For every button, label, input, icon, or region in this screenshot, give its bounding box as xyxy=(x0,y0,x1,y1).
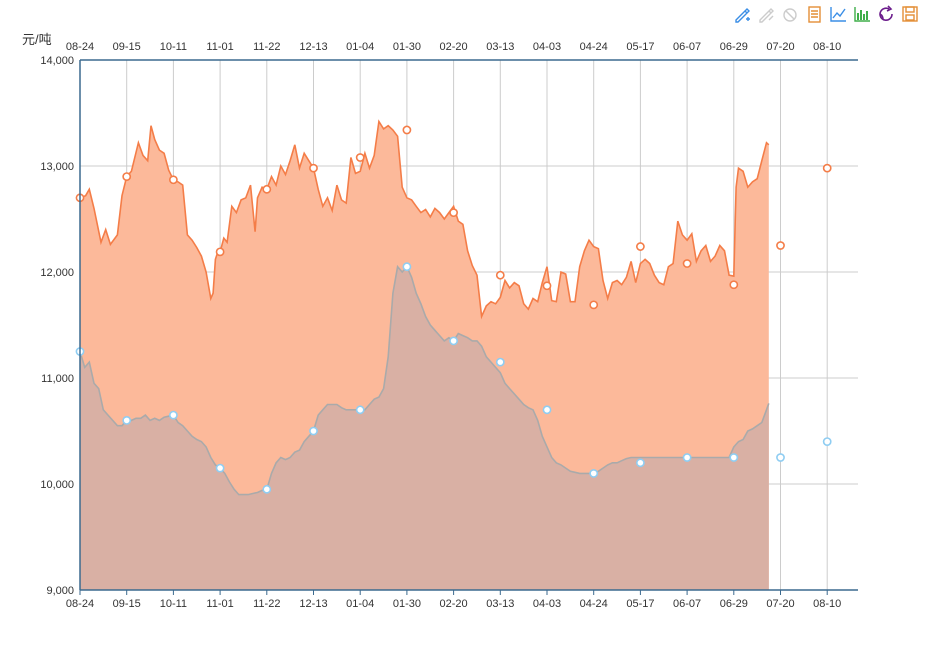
data-view-icon[interactable] xyxy=(804,4,824,24)
x-tick-label-top: 04-03 xyxy=(533,41,561,53)
series-1-point xyxy=(122,172,132,181)
x-tick-label-top: 04-24 xyxy=(580,41,608,53)
x-tick-label-top: 03-13 xyxy=(486,41,514,53)
series-2-point xyxy=(822,437,832,446)
series-2-point xyxy=(495,357,505,367)
series-1-point xyxy=(449,208,458,218)
x-tick-label-top: 11-22 xyxy=(253,41,280,53)
axes: 9,000 10,000 11,000 12,000 13,000 14,000 08-24… xyxy=(40,41,858,610)
series-2-point xyxy=(542,405,552,415)
y-tick-label: 14,000 xyxy=(40,55,74,67)
y-axis-unit-label: 元/吨 xyxy=(22,32,52,47)
x-tick-label-bottom: 11-01 xyxy=(206,598,233,610)
series-2-point xyxy=(262,484,272,494)
series-1-point xyxy=(262,184,272,194)
x-tick-label-bottom: 09-15 xyxy=(113,598,141,610)
x-tick-label-top: 08-24 xyxy=(66,41,94,53)
clear-icon[interactable] xyxy=(780,4,800,24)
x-tick-label-top: 09-15 xyxy=(113,41,141,53)
series-2-point xyxy=(682,453,692,462)
series-1-point xyxy=(682,259,692,268)
series-2-point xyxy=(636,458,645,468)
series-markers xyxy=(75,125,832,494)
x-tick-label-bottom: 03-13 xyxy=(486,598,514,610)
series-1-point xyxy=(168,175,178,185)
series-2-area xyxy=(80,266,769,590)
x-tick-label-top: 12-13 xyxy=(299,41,327,53)
series-2-point xyxy=(215,463,225,473)
mark-pen-icon[interactable] xyxy=(732,4,752,24)
series-2-point xyxy=(122,415,132,425)
y-tick-label: 11,000 xyxy=(41,373,74,385)
y-tick-label: 10,000 xyxy=(40,479,74,491)
series-1-point xyxy=(636,242,645,251)
x-tick-label-bottom: 12-13 xyxy=(299,598,327,610)
chart-toolbox xyxy=(732,4,920,26)
x-tick-label-bottom: 01-30 xyxy=(393,598,421,610)
x-tick-label-bottom: 04-03 xyxy=(533,598,561,610)
x-tick-label-top: 01-04 xyxy=(346,41,374,53)
x-tick-label-top: 01-30 xyxy=(393,41,421,53)
x-tick-label-bottom: 04-24 xyxy=(580,598,608,610)
x-tick-label-bottom: 11-22 xyxy=(253,598,280,610)
series-1-point xyxy=(729,280,739,290)
series-2-point xyxy=(589,468,599,478)
restore-icon[interactable] xyxy=(876,4,896,24)
x-tick-label-bottom: 07-20 xyxy=(766,598,794,610)
x-tick-label-bottom: 08-10 xyxy=(813,598,841,610)
x-tick-label-top: 10-11 xyxy=(160,41,187,53)
save-image-icon[interactable] xyxy=(900,4,920,24)
eraser-icon[interactable] xyxy=(756,4,776,24)
x-tick-label-top: 08-10 xyxy=(813,41,841,53)
series-1-point xyxy=(309,163,318,173)
area-series xyxy=(79,119,770,590)
series-1-point xyxy=(402,125,412,135)
x-tick-label-top: 11-01 xyxy=(206,41,233,53)
series-2-point xyxy=(309,426,318,436)
x-tick-label-top: 06-07 xyxy=(673,41,701,53)
x-tick-label-bottom: 08-24 xyxy=(66,598,94,610)
series-1-point xyxy=(822,163,832,173)
x-tick-label-bottom: 06-07 xyxy=(673,598,701,610)
y-tick-label: 13,000 xyxy=(40,161,74,173)
x-tick-label-bottom: 01-04 xyxy=(346,598,374,610)
series-1-point xyxy=(776,241,785,250)
bar-chart-icon[interactable] xyxy=(852,4,872,24)
x-tick-label-top: 06-29 xyxy=(720,41,748,53)
series-2-point xyxy=(776,453,785,462)
line-chart-icon[interactable] xyxy=(828,4,848,24)
series-2-point xyxy=(168,410,178,420)
x-tick-label-top: 02-20 xyxy=(440,41,468,53)
series-2-point xyxy=(449,336,458,346)
series-1-point xyxy=(542,281,552,291)
y-tick-label: 12,000 xyxy=(40,267,74,279)
x-tick-label-top: 05-17 xyxy=(626,41,654,53)
series-1-point xyxy=(355,153,365,162)
x-tick-label-top: 07-20 xyxy=(766,41,794,53)
x-tick-label-bottom: 10-11 xyxy=(160,598,187,610)
series-1-point xyxy=(495,270,505,280)
x-tick-label-bottom: 02-20 xyxy=(440,598,468,610)
series-2-point xyxy=(402,262,412,272)
x-tick-label-bottom: 05-17 xyxy=(626,598,654,610)
y-tick-label: 9,000 xyxy=(46,585,74,597)
x-tick-label-bottom: 06-29 xyxy=(720,598,748,610)
series-2-point xyxy=(729,453,739,462)
series-2-point xyxy=(355,405,365,415)
series-2-line xyxy=(79,264,770,496)
series-1-point xyxy=(215,247,225,257)
series-1-point xyxy=(589,300,599,310)
series-1-line xyxy=(79,119,770,320)
